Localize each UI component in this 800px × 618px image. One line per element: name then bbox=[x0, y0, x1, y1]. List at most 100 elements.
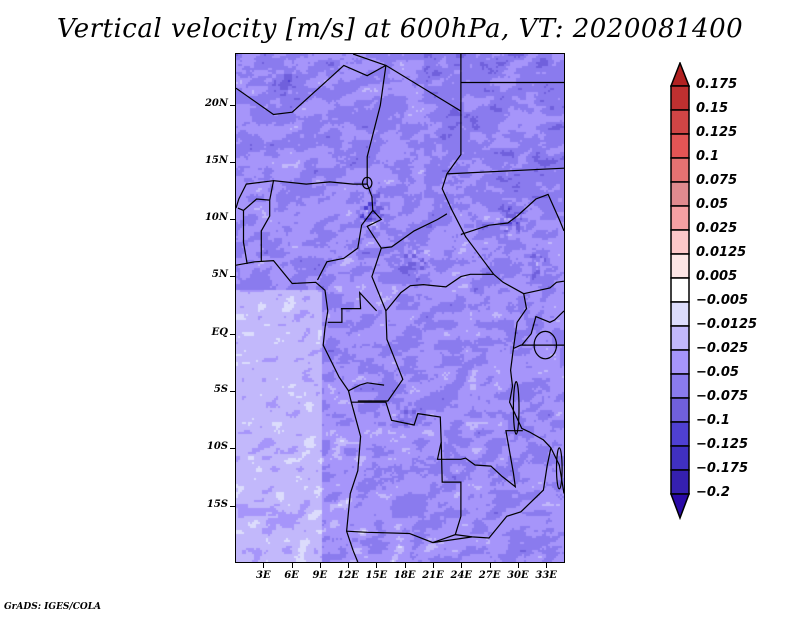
y-tick-mark bbox=[230, 276, 235, 278]
colorbar-label: −0.2 bbox=[696, 485, 730, 500]
colorbar-label: −0.075 bbox=[696, 389, 749, 404]
border-line bbox=[351, 401, 523, 489]
colorbar-label: −0.1 bbox=[696, 413, 730, 428]
colorbar-arrow-top bbox=[670, 62, 690, 87]
x-tick-label: 12E bbox=[337, 570, 359, 581]
lake-chad bbox=[361, 176, 373, 190]
x-tick-label: 27E bbox=[478, 570, 501, 581]
y-tick-label: EQ bbox=[211, 326, 228, 338]
x-tick-mark bbox=[263, 563, 265, 568]
lake-tanganyika bbox=[512, 381, 520, 435]
border-line bbox=[346, 530, 473, 544]
colorbar-label: −0.025 bbox=[696, 341, 749, 356]
map-panel bbox=[235, 53, 565, 563]
border-line bbox=[513, 344, 564, 350]
colorbar-label: −0.175 bbox=[696, 461, 749, 476]
colorbar-segment bbox=[670, 85, 690, 111]
border-line bbox=[236, 259, 362, 562]
colorbar-label: −0.05 bbox=[696, 365, 739, 380]
y-tick-label: 15S bbox=[206, 498, 228, 510]
colorbar-segment bbox=[670, 181, 690, 207]
x-tick-label: 30E bbox=[507, 570, 529, 581]
y-tick-mark bbox=[230, 448, 235, 450]
border-line bbox=[242, 198, 270, 265]
y-tick-label: 20N bbox=[204, 97, 228, 109]
colorbar-segment bbox=[670, 205, 690, 231]
border-line bbox=[237, 207, 244, 211]
colorbar-segment bbox=[670, 373, 690, 399]
x-tick-label: 6E bbox=[284, 570, 299, 581]
colorbar-segment bbox=[670, 109, 690, 135]
colorbar-segment bbox=[670, 301, 690, 327]
y-tick-label: 5S bbox=[213, 384, 228, 396]
colorbar-segment bbox=[670, 229, 690, 255]
colorbar-segment bbox=[670, 349, 690, 375]
lake-victoria bbox=[533, 330, 558, 360]
colorbar-label: 0.0125 bbox=[696, 245, 747, 260]
x-tick-label: 24E bbox=[450, 570, 473, 581]
y-tick-mark bbox=[230, 391, 235, 393]
border-line bbox=[236, 180, 274, 209]
border-line bbox=[316, 183, 374, 281]
colorbar-label: 0.1 bbox=[696, 149, 720, 164]
colorbar-segment bbox=[670, 253, 690, 279]
country-borders bbox=[236, 54, 564, 562]
border-line bbox=[432, 442, 462, 544]
border-line bbox=[327, 308, 343, 323]
x-tick-label: 9E bbox=[312, 570, 328, 581]
y-tick-mark bbox=[230, 104, 235, 106]
y-tick-label: 10N bbox=[204, 212, 228, 224]
colorbar-segment bbox=[670, 133, 690, 159]
colorbar-segment bbox=[670, 277, 690, 303]
border-line bbox=[352, 54, 387, 66]
border-line bbox=[523, 280, 564, 295]
colorbar-segment bbox=[670, 469, 690, 495]
border-line bbox=[348, 382, 385, 392]
y-tick-mark bbox=[230, 333, 235, 335]
x-tick-mark bbox=[376, 563, 378, 568]
border-line bbox=[269, 65, 387, 201]
x-tick-mark bbox=[517, 563, 519, 568]
chart-title: Vertical velocity [m/s] at 600hPa, VT: 2… bbox=[56, 14, 744, 44]
colorbar-segment bbox=[670, 325, 690, 351]
colorbar-label: 0.125 bbox=[696, 125, 738, 140]
colorbar-label: −0.005 bbox=[696, 293, 749, 308]
colorbar-label: 0.005 bbox=[696, 269, 738, 284]
x-tick-mark bbox=[348, 563, 350, 568]
colorbar-arrow-bottom bbox=[670, 493, 690, 520]
y-tick-label: 15N bbox=[204, 154, 228, 166]
border-line bbox=[508, 348, 564, 494]
x-tick-label: 33E bbox=[535, 570, 557, 581]
colorbar-svg bbox=[670, 62, 690, 520]
x-tick-mark bbox=[546, 563, 548, 568]
grads-credit: GrADS: IGES/COLA bbox=[4, 602, 102, 612]
lake-malawi bbox=[555, 447, 563, 490]
x-tick-mark bbox=[404, 563, 406, 568]
x-tick-mark bbox=[319, 563, 321, 568]
border-line bbox=[521, 310, 564, 346]
x-tick-mark bbox=[291, 563, 293, 568]
x-tick-label: 18E bbox=[393, 570, 416, 581]
colorbar-label: 0.175 bbox=[696, 77, 738, 92]
colorbar-label: −0.0125 bbox=[696, 317, 758, 332]
y-tick-label: 5N bbox=[211, 269, 228, 281]
x-tick-mark bbox=[461, 563, 463, 568]
y-tick-label: 10S bbox=[206, 441, 228, 453]
border-line bbox=[357, 310, 404, 402]
border-line bbox=[460, 193, 564, 235]
y-tick-mark bbox=[230, 161, 235, 163]
y-tick-mark bbox=[230, 219, 235, 221]
colorbar-label: 0.025 bbox=[696, 221, 738, 236]
border-line bbox=[455, 447, 552, 539]
x-tick-label: 15E bbox=[365, 570, 388, 581]
border-line bbox=[236, 64, 495, 275]
x-tick-mark bbox=[489, 563, 491, 568]
colorbar-label: 0.075 bbox=[696, 173, 738, 188]
colorbar-label: 0.05 bbox=[696, 197, 729, 212]
border-line bbox=[366, 209, 448, 249]
y-tick-mark bbox=[230, 505, 235, 507]
colorbar-label: 0.15 bbox=[696, 101, 729, 116]
border-line bbox=[341, 290, 378, 312]
vertical-velocity-field bbox=[236, 54, 564, 562]
colorbar-segment bbox=[670, 421, 690, 447]
